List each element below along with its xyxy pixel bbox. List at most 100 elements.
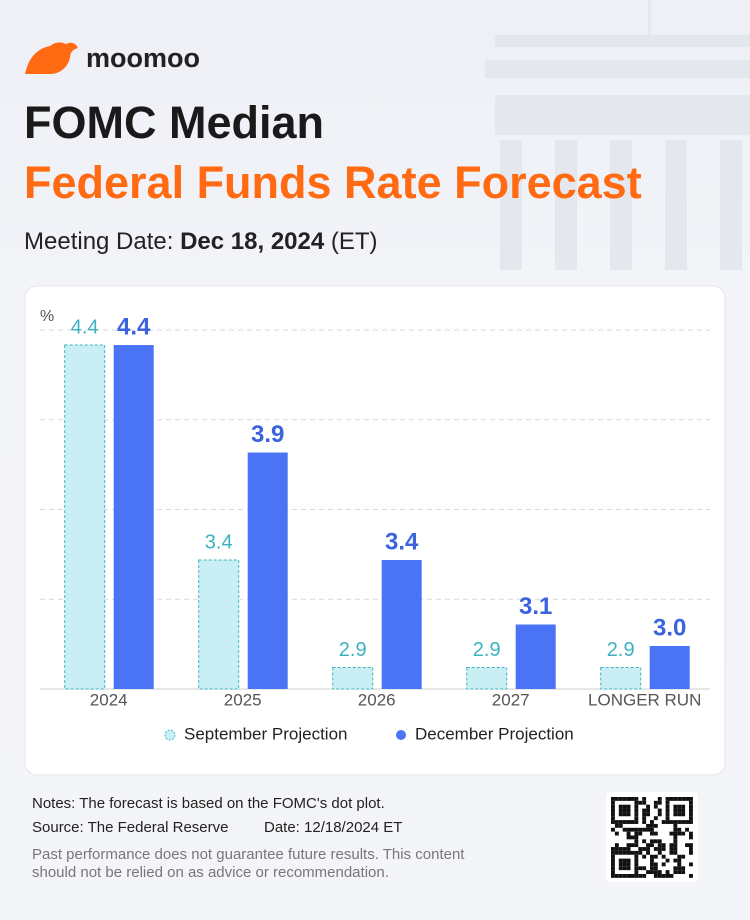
legend-label: December Projection <box>415 724 574 743</box>
qr-cell <box>630 820 635 824</box>
qr-cell <box>650 854 654 859</box>
qr-cell <box>673 866 678 871</box>
qr-cell <box>650 862 654 867</box>
bar <box>64 344 106 690</box>
qr-cell <box>634 797 639 801</box>
qr-cell <box>650 866 654 871</box>
bar <box>332 667 374 690</box>
data-label: 2.9 <box>473 639 501 661</box>
qr-cell <box>689 831 693 836</box>
qr-cell <box>630 874 635 878</box>
meeting-tz: (ET) <box>331 228 378 255</box>
legend-swatch <box>164 729 176 741</box>
qr-cell <box>611 800 615 805</box>
bar <box>113 345 154 689</box>
qr-cell <box>657 812 662 817</box>
qr-cell <box>661 843 666 848</box>
qr-cell <box>634 854 639 859</box>
qr-cell <box>677 808 682 813</box>
qr-cell <box>611 816 615 821</box>
qr-cell <box>614 850 619 855</box>
qr-cell <box>634 874 639 878</box>
qr-cell <box>614 820 619 824</box>
date: Date: 12/18/2024 ET <box>264 819 402 836</box>
qr-cell <box>665 870 670 874</box>
qr-cell <box>630 835 635 840</box>
bar <box>515 624 556 689</box>
qr-cell <box>653 800 658 805</box>
qr-cell <box>673 820 678 824</box>
qr-cell <box>611 820 615 824</box>
qr-cell <box>653 823 658 828</box>
qr-cell <box>650 858 654 863</box>
qr-cell <box>634 827 639 832</box>
brand: moomoo <box>86 43 200 73</box>
qr-cell <box>611 812 615 817</box>
disclaimer: Past performance does not guarantee futu… <box>32 846 465 863</box>
qr-cell <box>657 850 662 855</box>
qr-cell <box>681 854 686 859</box>
qr-cell <box>642 800 647 805</box>
qr-cell <box>626 858 631 863</box>
qr-cell <box>673 843 678 848</box>
qr-cell <box>681 804 686 809</box>
data-label: 4.4 <box>71 316 99 338</box>
qr-cell <box>634 804 639 809</box>
qr-cell <box>685 797 689 801</box>
qr-cell <box>657 843 662 848</box>
qr-cell <box>622 827 627 832</box>
qr-cell <box>685 843 689 848</box>
qr-cell <box>689 816 693 821</box>
qr-cell <box>622 812 627 817</box>
qr-cell <box>614 823 619 828</box>
qr-cell <box>622 847 627 851</box>
qr-cell <box>626 831 631 836</box>
qr-cell <box>614 797 619 801</box>
qr-cell <box>634 820 639 824</box>
qr-cell <box>634 812 639 817</box>
x-tick-label: 2024 <box>90 690 128 709</box>
qr-cell <box>689 804 693 809</box>
qr-cell <box>653 839 658 844</box>
qr-cell <box>611 858 615 863</box>
qr-cell <box>642 816 647 821</box>
title: FOMC Median <box>24 97 324 148</box>
qr-cell <box>689 862 693 867</box>
qr-cell <box>618 823 623 828</box>
qr-cell <box>677 858 682 863</box>
qr-cell <box>657 797 662 801</box>
qr-cell <box>657 800 662 805</box>
qr-cell <box>634 850 639 855</box>
qr-cell <box>626 808 631 813</box>
qr-cell <box>689 874 693 878</box>
meeting-value: Dec 18, 2024 <box>180 228 325 255</box>
qr-cell <box>657 847 662 851</box>
qr-cell <box>677 862 682 867</box>
qr-cell <box>642 797 647 801</box>
qr-cell <box>669 874 674 878</box>
qr-cell <box>657 839 662 844</box>
notes: Notes: The forecast is based on the FOMC… <box>32 795 385 812</box>
building <box>485 0 750 270</box>
qr-cell <box>653 862 658 867</box>
qr-cell <box>657 808 662 813</box>
qr-cell <box>634 800 639 805</box>
qr-cell <box>653 831 658 836</box>
qr-cell <box>673 858 678 863</box>
bar <box>198 559 240 690</box>
data-label: 3.4 <box>385 528 419 555</box>
qr-cell <box>689 835 693 840</box>
qr-cell <box>638 866 643 871</box>
qr-cell <box>618 804 623 809</box>
qr-cell <box>653 854 658 859</box>
qr-cell <box>634 831 639 836</box>
qr-cell <box>669 831 674 836</box>
qr-cell <box>646 850 650 855</box>
qr-cell <box>685 820 689 824</box>
qr-cell <box>689 800 693 805</box>
bar <box>381 560 422 689</box>
bar <box>649 646 690 689</box>
qr-cell <box>611 870 615 874</box>
qr-cell <box>673 823 678 828</box>
